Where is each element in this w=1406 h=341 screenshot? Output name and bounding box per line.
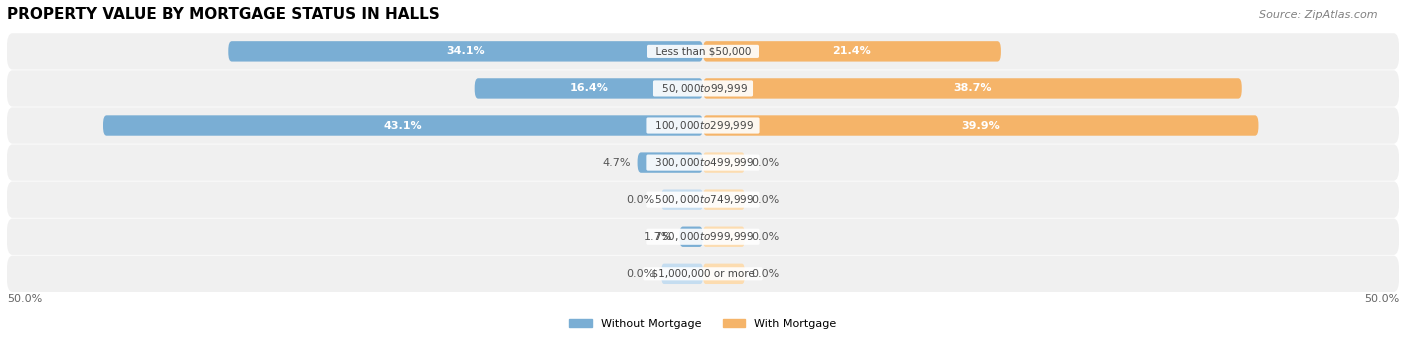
Text: 43.1%: 43.1% (384, 120, 422, 131)
Legend: Without Mortgage, With Mortgage: Without Mortgage, With Mortgage (565, 315, 841, 333)
FancyBboxPatch shape (703, 115, 1258, 136)
FancyBboxPatch shape (7, 219, 1399, 255)
Text: $500,000 to $749,999: $500,000 to $749,999 (648, 193, 758, 206)
FancyBboxPatch shape (679, 226, 703, 247)
Text: $1,000,000 or more: $1,000,000 or more (645, 269, 761, 279)
Text: Less than $50,000: Less than $50,000 (648, 46, 758, 56)
FancyBboxPatch shape (7, 181, 1399, 218)
FancyBboxPatch shape (661, 190, 703, 210)
Text: 39.9%: 39.9% (962, 120, 1000, 131)
FancyBboxPatch shape (475, 78, 703, 99)
Text: 50.0%: 50.0% (1364, 294, 1399, 304)
Text: 16.4%: 16.4% (569, 84, 609, 93)
Text: 38.7%: 38.7% (953, 84, 991, 93)
Text: Source: ZipAtlas.com: Source: ZipAtlas.com (1260, 10, 1378, 20)
Text: 4.7%: 4.7% (602, 158, 631, 167)
FancyBboxPatch shape (7, 145, 1399, 181)
FancyBboxPatch shape (228, 41, 703, 62)
FancyBboxPatch shape (7, 33, 1399, 70)
Text: $100,000 to $299,999: $100,000 to $299,999 (648, 119, 758, 132)
Text: 21.4%: 21.4% (832, 46, 872, 56)
FancyBboxPatch shape (7, 107, 1399, 144)
FancyBboxPatch shape (661, 264, 703, 284)
Text: PROPERTY VALUE BY MORTGAGE STATUS IN HALLS: PROPERTY VALUE BY MORTGAGE STATUS IN HAL… (7, 7, 440, 22)
FancyBboxPatch shape (703, 190, 745, 210)
FancyBboxPatch shape (7, 256, 1399, 292)
Text: $50,000 to $99,999: $50,000 to $99,999 (655, 82, 751, 95)
FancyBboxPatch shape (703, 152, 745, 173)
Text: 34.1%: 34.1% (446, 46, 485, 56)
Text: $750,000 to $999,999: $750,000 to $999,999 (648, 230, 758, 243)
Text: 0.0%: 0.0% (752, 232, 780, 242)
FancyBboxPatch shape (7, 70, 1399, 107)
Text: 0.0%: 0.0% (626, 195, 654, 205)
FancyBboxPatch shape (703, 226, 745, 247)
FancyBboxPatch shape (103, 115, 703, 136)
Text: 0.0%: 0.0% (752, 158, 780, 167)
Text: 1.7%: 1.7% (644, 232, 672, 242)
Text: 0.0%: 0.0% (626, 269, 654, 279)
Text: $300,000 to $499,999: $300,000 to $499,999 (648, 156, 758, 169)
FancyBboxPatch shape (637, 152, 703, 173)
FancyBboxPatch shape (703, 264, 745, 284)
FancyBboxPatch shape (703, 78, 1241, 99)
Text: 50.0%: 50.0% (7, 294, 42, 304)
FancyBboxPatch shape (703, 41, 1001, 62)
Text: 0.0%: 0.0% (752, 195, 780, 205)
Text: 0.0%: 0.0% (752, 269, 780, 279)
